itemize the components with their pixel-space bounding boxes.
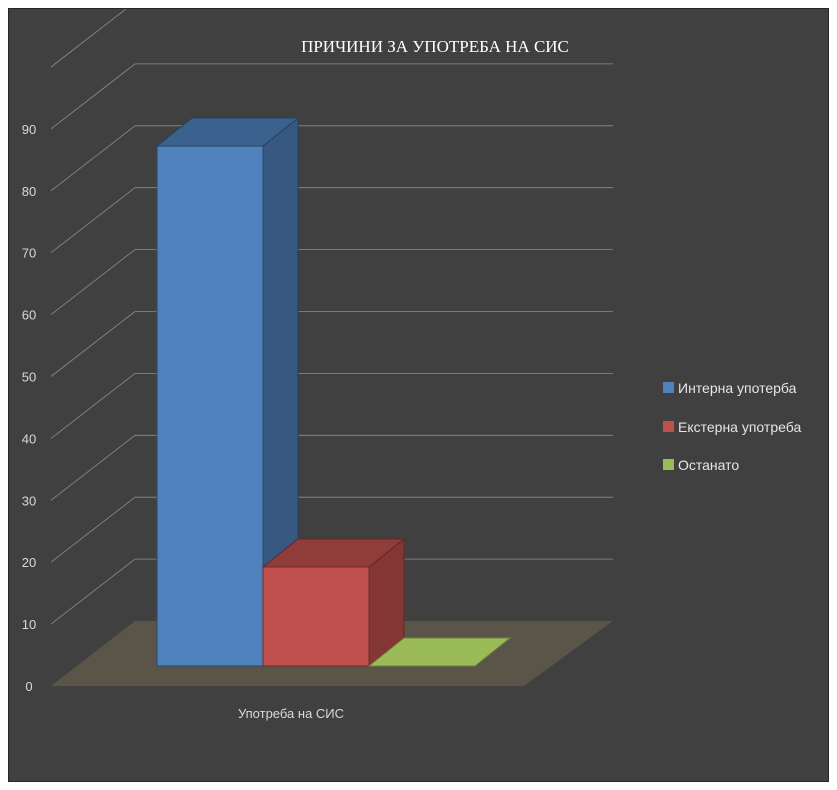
legend: Интерна употерба Екстерна употреба Остан… <box>663 380 801 473</box>
y-tick-label: 90 <box>22 122 36 137</box>
gridline-diagonal <box>50 434 136 501</box>
legend-swatch-external <box>663 421 674 432</box>
y-tick-label: 80 <box>22 184 36 199</box>
chart-canvas: ПРИЧИНИ ЗА УПОТРЕБА НА СИС 0 10 20 30 40 50 60… <box>22 9 801 721</box>
bar-external-front <box>262 566 370 667</box>
gridline-diagonal <box>50 63 136 130</box>
gridline-diagonal <box>50 125 136 192</box>
bar-internal-front <box>156 145 264 667</box>
y-axis-ticks: 0 10 20 30 40 50 60 70 80 90 <box>22 122 36 694</box>
gridline-diagonal <box>50 496 136 563</box>
y-tick-label: 10 <box>22 617 36 632</box>
y-tick-label: 40 <box>22 431 36 446</box>
chart-title: ПРИЧИНИ ЗА УПОТРЕБА НА СИС <box>301 37 569 56</box>
y-tick-label: 30 <box>22 493 36 508</box>
y-tick-label: 70 <box>22 246 36 261</box>
y-tick-label: 50 <box>22 370 36 385</box>
bar-other-top <box>367 637 512 667</box>
legend-swatch-other <box>663 459 674 470</box>
gridline-diagonal <box>50 249 136 315</box>
legend-label-external: Екстерна употреба <box>678 419 801 435</box>
gridline-diagonal <box>50 311 136 377</box>
gridline-diagonal <box>50 558 136 625</box>
gridline-diagonal <box>50 187 136 254</box>
gridlines <box>50 9 613 625</box>
legend-swatch-internal <box>663 382 674 393</box>
legend-label-internal: Интерна употерба <box>678 380 797 396</box>
bars <box>155 116 512 668</box>
chart-area: ПРИЧИНИ ЗА УПОТРЕБА НА СИС 0 10 20 30 40 50 60… <box>8 8 829 782</box>
y-tick-label: 60 <box>22 308 36 323</box>
y-tick-label: 0 <box>25 679 32 694</box>
bar-other <box>367 637 512 667</box>
gridline-diagonal <box>50 9 127 68</box>
gridline-diagonal <box>50 373 136 439</box>
bar-external <box>261 537 406 668</box>
legend-label-other: Останато <box>678 457 739 473</box>
category-label: Употреба на СИС <box>238 706 344 721</box>
y-tick-label: 20 <box>22 555 36 570</box>
